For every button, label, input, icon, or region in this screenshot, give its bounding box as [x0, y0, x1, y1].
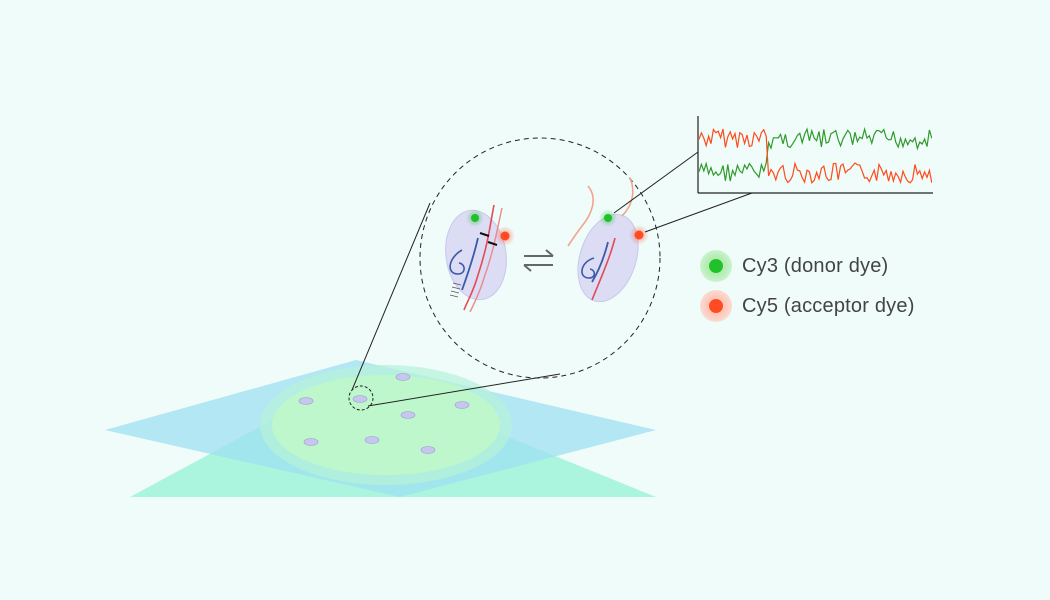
legend-item-cy5: Cy5 (acceptor dye): [700, 286, 915, 326]
molecule: [395, 373, 411, 381]
complex-low-fret: [567, 177, 649, 303]
donor-trace: [699, 126, 932, 182]
legend-label-cy5: Cy5 (acceptor dye): [742, 294, 915, 317]
selection-circle: [348, 385, 374, 411]
cy5-legend-dot: [700, 290, 732, 322]
illumination-spot: [272, 375, 500, 475]
molecule: [454, 401, 470, 409]
zoom-lines: [351, 202, 561, 407]
immobilized-molecules: [298, 373, 470, 454]
molecule: [352, 395, 368, 403]
slide-surface: [105, 360, 656, 497]
molecule: [420, 446, 436, 454]
dye-legend: Cy3 (donor dye) Cy5 (acceptor dye): [700, 246, 915, 326]
trace-callout-lines: [613, 151, 753, 233]
cy3-legend-dot: [700, 250, 732, 282]
molecule: [364, 436, 380, 444]
complex-high-fret: [445, 204, 515, 313]
zoom-circle: [419, 137, 661, 379]
molecule: [298, 397, 314, 405]
molecule: [400, 411, 416, 419]
legend-label-cy3: Cy3 (donor dye): [742, 254, 889, 277]
molecule: [303, 438, 319, 446]
fret-trace: [697, 116, 933, 194]
legend-item-cy3: Cy3 (donor dye): [700, 246, 915, 286]
acceptor-trace: [699, 128, 932, 185]
equilibrium-arrows-icon: [523, 249, 554, 272]
